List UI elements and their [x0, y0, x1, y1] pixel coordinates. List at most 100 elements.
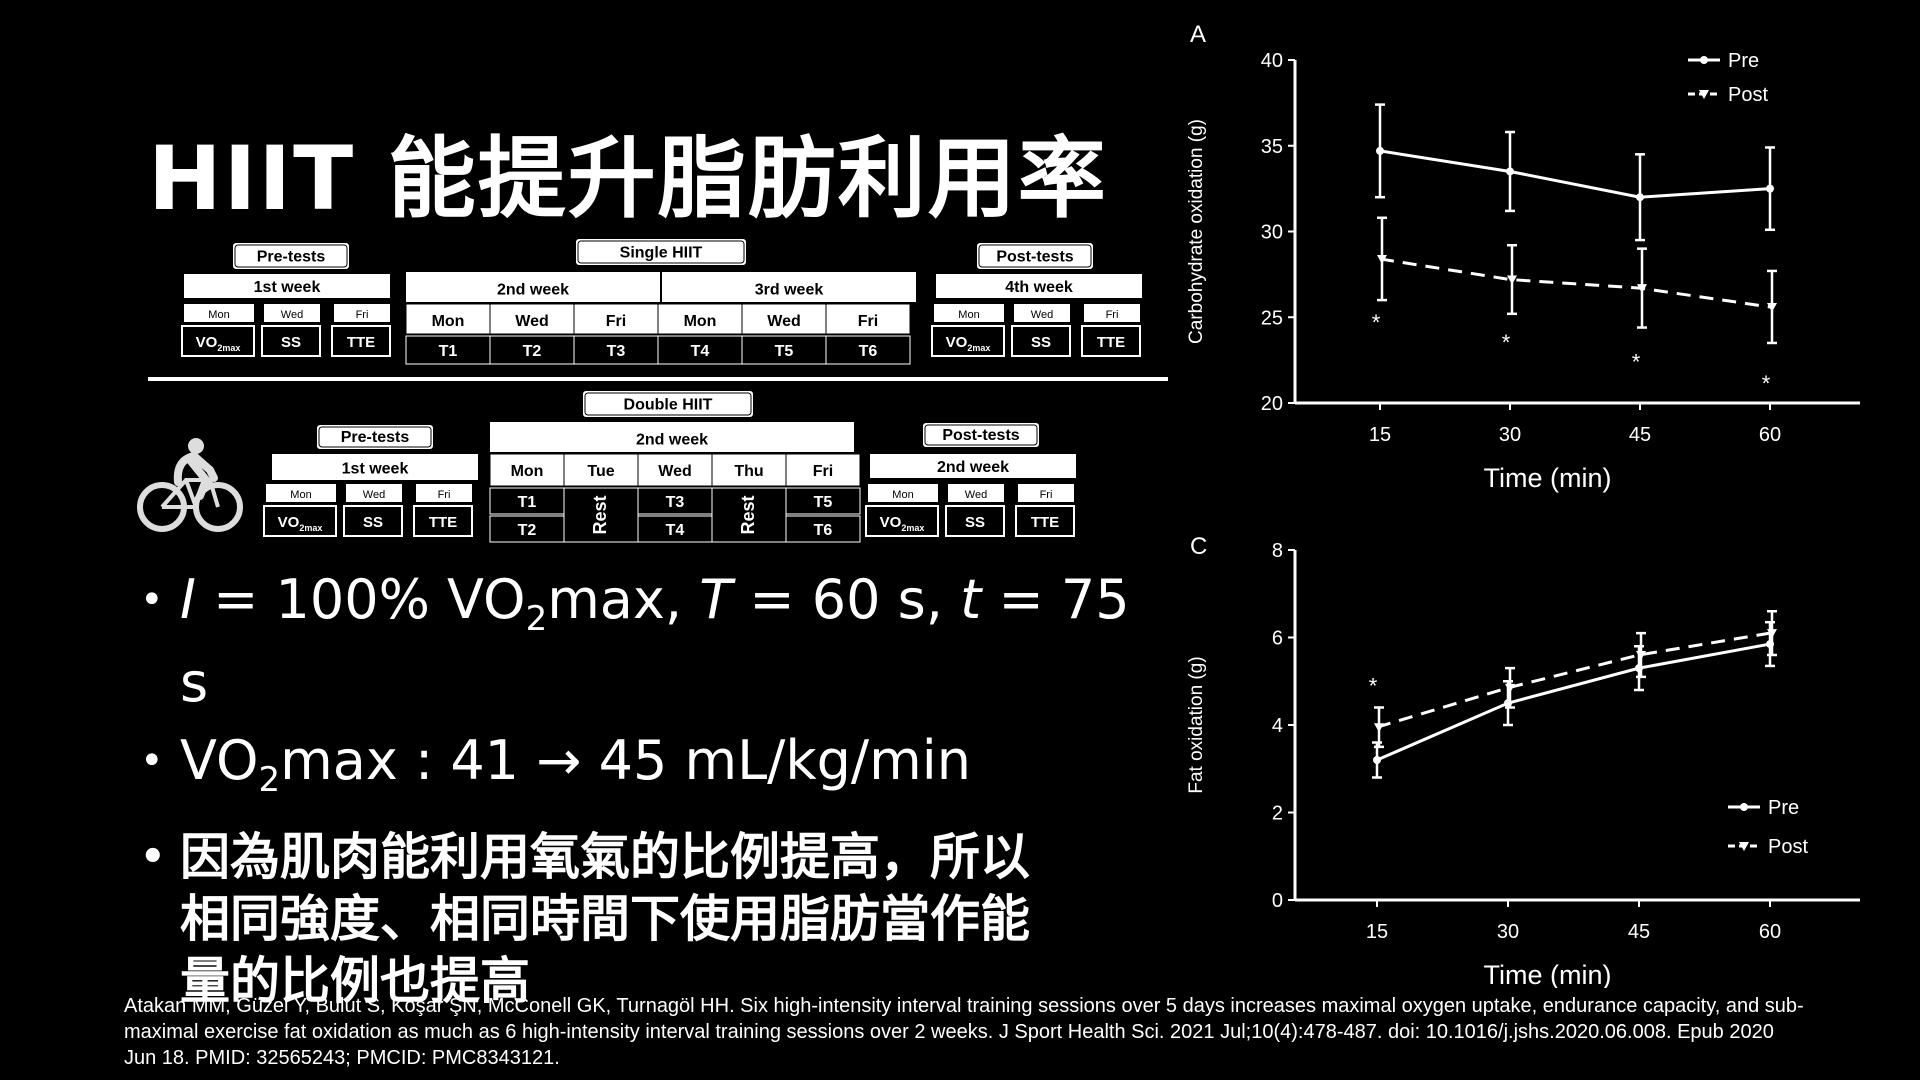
- single-post-day-box: [1014, 304, 1070, 322]
- data-point-post: [1507, 275, 1517, 285]
- double-rest-label: Rest: [590, 495, 610, 534]
- data-point-pre: [1636, 193, 1644, 202]
- double-session-box: [489, 487, 565, 515]
- double-pre-day-wed: Wed: [363, 489, 385, 501]
- double-pre-day-box: [346, 484, 402, 502]
- single-pre-test-box: [331, 325, 391, 357]
- series-line-post: [1376, 631, 1771, 729]
- single-pre-day-wed: Wed: [281, 309, 303, 321]
- citation: Atakan MM, Güzel Y, Bulut S, Koşar ŞN, M…: [124, 995, 1804, 1069]
- single-post-test-vo2max: VO2max: [946, 334, 991, 353]
- single-post-week-box: [936, 274, 1142, 298]
- double-day-box: [489, 453, 565, 487]
- x-tick-label: 60: [1759, 424, 1781, 446]
- x-tick-label: 45: [1629, 424, 1651, 446]
- single-session-t5: T5: [775, 343, 794, 360]
- bullet-intensity: • I = 100% VO2max, T = 60 s, t = 75 s: [140, 568, 1130, 714]
- bullet-list: • I = 100% VO2max, T = 60 s, t = 75 s • …: [140, 568, 1150, 1026]
- single-session-box: [405, 335, 491, 365]
- double-session-box: [637, 487, 713, 515]
- single-week-2: 2nd week: [497, 282, 569, 299]
- y-tick-label: 35: [1261, 136, 1283, 158]
- double-day-tue: Tue: [587, 463, 614, 480]
- double-post-day-fri: Fri: [1040, 489, 1053, 501]
- y-tick-label: 2: [1272, 803, 1283, 825]
- single-post-day-box: [934, 304, 1004, 322]
- double-post-label-box: [921, 421, 1041, 449]
- single-day-wed: Wed: [767, 313, 800, 330]
- double-pre-day-box: [416, 484, 472, 502]
- x-tick-label: 60: [1759, 921, 1781, 943]
- data-point-pre: [1373, 756, 1381, 764]
- significance-marker: *: [1372, 310, 1381, 335]
- double-day-box: [711, 453, 787, 487]
- double-session-t2: T2: [518, 522, 537, 539]
- x-axis-label: Time (min): [1484, 960, 1612, 988]
- significance-marker: *: [1632, 350, 1641, 375]
- single-pre-test-tte: TTE: [347, 334, 375, 351]
- single-session-t2: T2: [523, 343, 542, 360]
- double-post-day-box: [868, 484, 938, 502]
- single-post-week: 4th week: [1005, 279, 1073, 296]
- single-session-t4: T4: [691, 343, 710, 360]
- double-post-day-wed: Wed: [965, 489, 987, 501]
- x-tick-label: 15: [1369, 424, 1391, 446]
- data-point-pre: [1376, 146, 1384, 155]
- double-day-fri: Fri: [813, 463, 833, 480]
- y-tick-label: 4: [1272, 715, 1283, 737]
- data-point-post: [1767, 302, 1777, 312]
- x-axis-label: Time (min): [1484, 463, 1612, 493]
- data-point-post: [1374, 723, 1384, 733]
- double-header: Double HIIT: [624, 397, 713, 414]
- bullet-explanation: • 因為肌肉能利用氧氣的比例提高，所以 相同強度、相同時間下使用脂肪當作能 量的…: [140, 827, 1030, 1010]
- single-pre-week: 1st week: [254, 279, 321, 296]
- double-pre-test-tte: TTE: [429, 514, 457, 531]
- single-post-test-tte: TTE: [1097, 334, 1125, 351]
- double-post-day-mon: Mon: [892, 489, 913, 501]
- significance-marker: *: [1762, 371, 1771, 396]
- data-point-pre: [1506, 167, 1514, 176]
- panel-label-a: A: [1190, 21, 1206, 48]
- series-line-post: [1379, 257, 1771, 309]
- series-line-pre: [1379, 149, 1771, 199]
- double-post-test-box: [1015, 505, 1075, 537]
- significance-marker: *: [1369, 674, 1378, 699]
- single-post-label: Post-tests: [996, 249, 1073, 266]
- legend-marker: [1739, 842, 1749, 851]
- single-session-t6: T6: [859, 343, 878, 360]
- data-point-post: [1637, 284, 1647, 294]
- bullet-vo2max: • VO2max : 41 → 45 mL/kg/min: [140, 728, 971, 800]
- y-tick-label: 0: [1272, 890, 1283, 912]
- double-post-label: Post-tests: [942, 427, 1019, 444]
- single-pre-week-box: [184, 274, 390, 298]
- study-design-diagram: Pre-tests 1st week Mon VO2max Wed SS Fri TTE Sin…: [137, 237, 1168, 543]
- single-pre-test-box: [261, 325, 321, 357]
- single-post-day-mon: Mon: [958, 309, 979, 321]
- single-day-box: [741, 303, 827, 335]
- single-pre-test-box: [181, 325, 255, 357]
- x-tick-label: 30: [1499, 424, 1521, 446]
- data-point-post: [1636, 651, 1646, 660]
- rider-head: [188, 438, 204, 454]
- single-post-test-ss: SS: [1031, 334, 1051, 351]
- single-session-box: [489, 335, 575, 365]
- double-post-test-ss: SS: [965, 514, 985, 531]
- double-post-week: 2nd week: [937, 459, 1009, 476]
- single-pre-day-mon: Mon: [208, 309, 229, 321]
- double-post-test-box: [865, 505, 939, 537]
- double-rest-box: [711, 487, 787, 543]
- y-tick-label: 30: [1261, 222, 1283, 244]
- y-tick-label: 8: [1272, 540, 1283, 562]
- single-session-t1: T1: [439, 343, 458, 360]
- legend-marker: [1700, 56, 1708, 64]
- x-tick-label: 15: [1366, 921, 1388, 943]
- single-post-test-box: [1011, 325, 1071, 357]
- legend-marker: [1740, 803, 1748, 811]
- data-point-pre: [1766, 184, 1774, 193]
- single-header-box: [574, 237, 748, 267]
- legend-label-pre: Pre: [1728, 50, 1759, 72]
- single-pre-day-box: [264, 304, 320, 322]
- double-rest-label: Rest: [738, 495, 758, 534]
- single-session-box: [825, 335, 911, 365]
- double-pre-test-box: [413, 505, 473, 537]
